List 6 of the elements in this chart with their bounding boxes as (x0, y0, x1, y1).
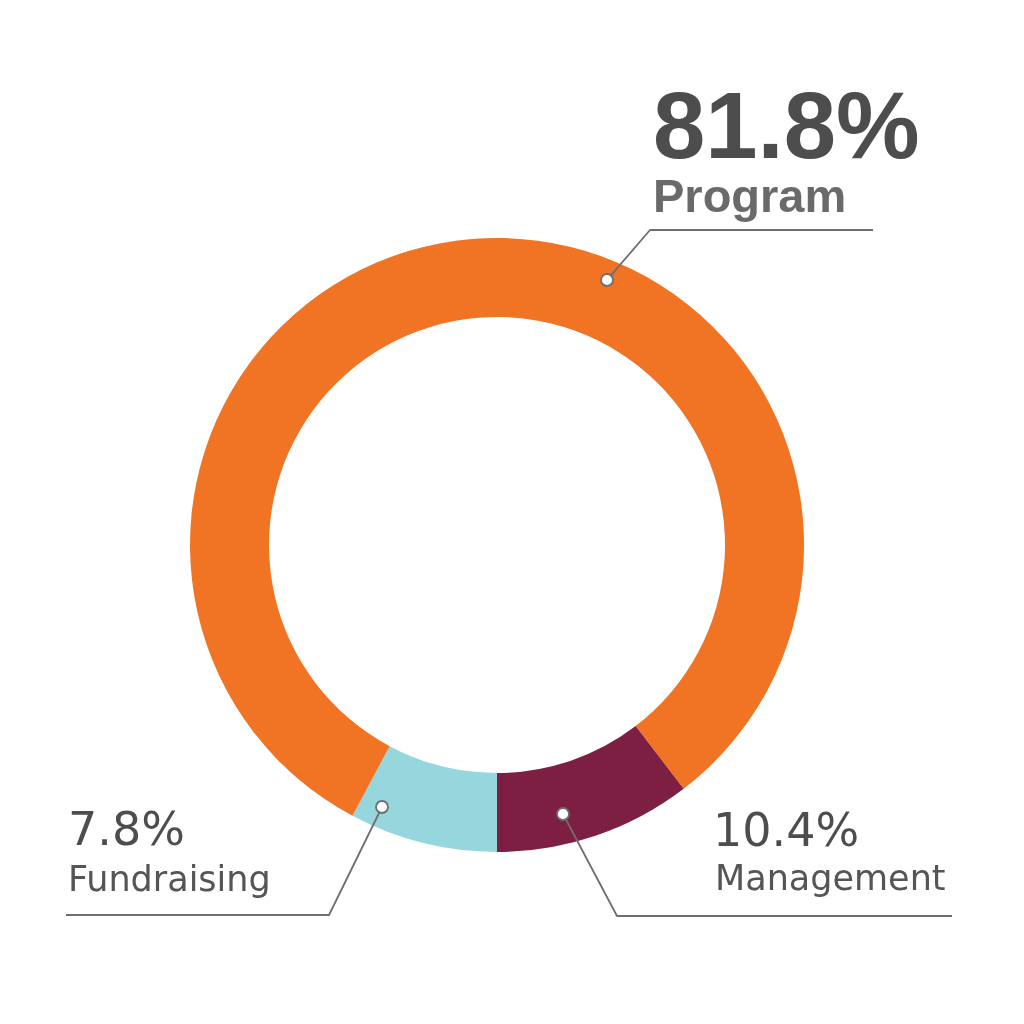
slice-label: Management (715, 858, 946, 898)
data-label: 7.8% (68, 802, 185, 856)
slice-label: Fundraising (68, 859, 271, 899)
donut-slice (352, 746, 497, 852)
data-label: 10.4% (713, 803, 860, 857)
donut-slice (497, 726, 684, 852)
